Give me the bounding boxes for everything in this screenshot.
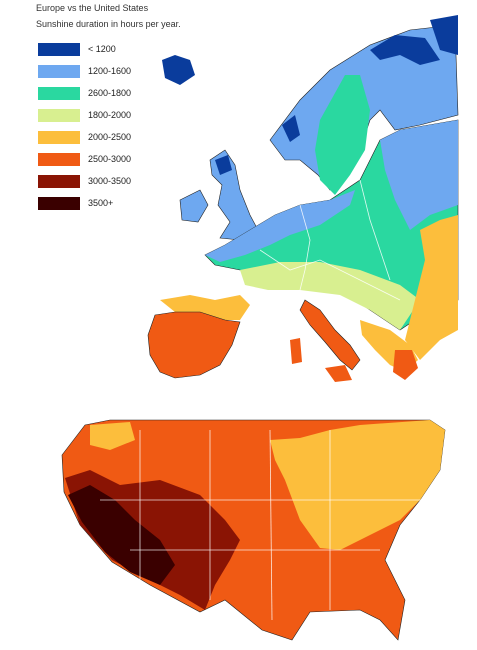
legend-label: < 1200 [88, 44, 116, 54]
legend-swatch [38, 174, 80, 188]
legend-swatch [38, 42, 80, 56]
legend-label: 2500-3000 [88, 154, 132, 164]
region [405, 215, 458, 360]
region [160, 295, 250, 320]
region [325, 365, 352, 382]
legend-swatch [38, 86, 80, 100]
legend-entry: < 1200 [38, 38, 131, 60]
legend-label: 2000-2500 [88, 132, 132, 142]
legend-swatch [38, 108, 80, 122]
legend-label: 1200-1600 [88, 66, 132, 76]
legend-label: 1800-2000 [88, 110, 132, 120]
legend-label: 3000-3500 [88, 176, 132, 186]
region [90, 422, 135, 450]
region [215, 155, 232, 175]
region [393, 350, 418, 380]
region [270, 420, 445, 550]
legend-entry: 1200-1600 [38, 60, 131, 82]
legend-entry: 2500-3000 [38, 148, 131, 170]
legend-entry: 1800-2000 [38, 104, 131, 126]
legend: < 1200 1200-1600 2600-1800 1800-2000 2000-25… [38, 38, 131, 214]
legend-entry: 2000-2500 [38, 126, 131, 148]
region [240, 262, 420, 330]
legend-swatch [38, 130, 80, 144]
region [282, 115, 300, 142]
legend-entry: 2600-1800 [38, 82, 131, 104]
europe-map [147, 15, 459, 382]
region [147, 311, 241, 379]
region [370, 35, 440, 65]
legend-label: 2600-1800 [88, 88, 132, 98]
title: Europe vs the United States [36, 3, 149, 13]
region [315, 75, 370, 195]
region [430, 15, 458, 55]
legend-label: 3500+ [88, 198, 114, 208]
legend-swatch [38, 64, 80, 78]
region [205, 190, 355, 262]
region [380, 120, 458, 230]
subtitle: Sunshine duration in hours per year. [36, 19, 181, 29]
legend-entry: 3500+ [38, 192, 131, 214]
region [299, 299, 361, 371]
region [290, 338, 302, 364]
legend-swatch [38, 196, 80, 210]
legend-entry: 3000-3500 [38, 170, 131, 192]
region [68, 485, 175, 585]
legend-swatch [38, 152, 80, 166]
region [162, 55, 195, 85]
us-map [61, 419, 446, 641]
region [179, 189, 209, 223]
